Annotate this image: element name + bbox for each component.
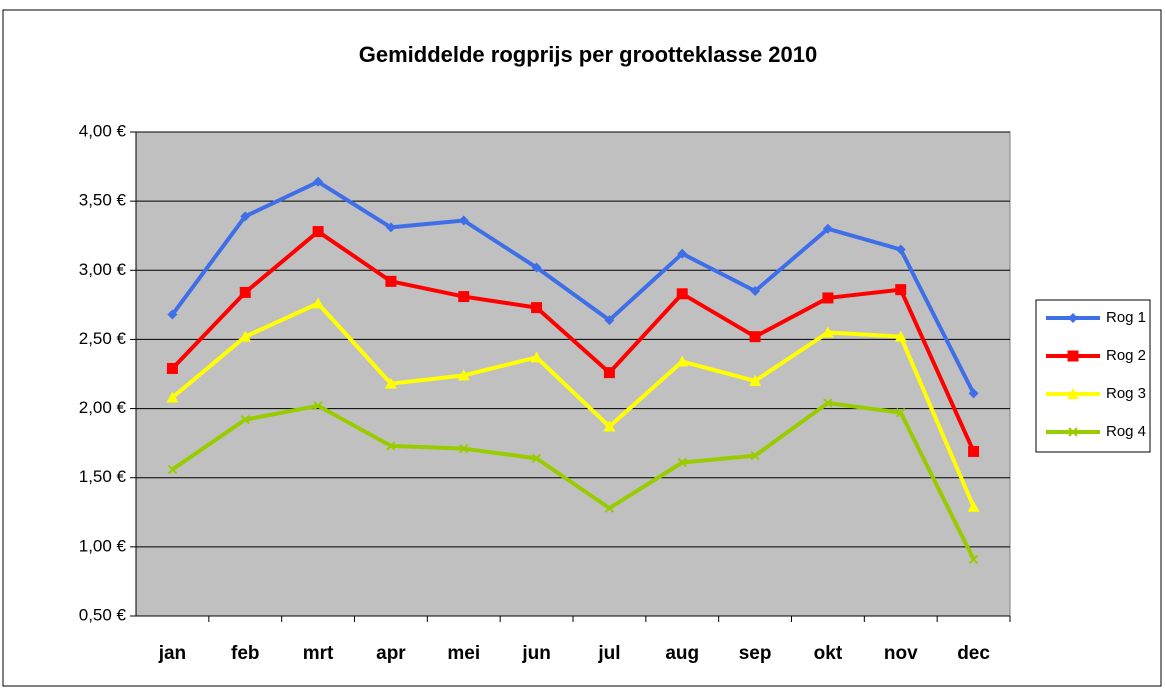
marker	[677, 248, 688, 259]
marker	[458, 215, 469, 226]
marker	[676, 355, 689, 367]
x-tick-label: mei	[447, 643, 480, 664]
marker	[968, 445, 980, 457]
marker	[385, 222, 396, 233]
marker	[677, 457, 687, 468]
marker	[749, 374, 762, 386]
marker	[240, 211, 251, 222]
x-tick-label: apr	[376, 643, 406, 664]
marker	[166, 391, 179, 403]
legend-item: Rog 2	[1046, 347, 1146, 364]
x-tick-label: jan	[158, 643, 186, 664]
legend-item: Rog 4	[1046, 423, 1146, 440]
x-tick-label: okt	[814, 643, 843, 664]
series-line	[170, 179, 976, 395]
marker	[458, 291, 470, 303]
marker	[967, 500, 980, 512]
series-line	[171, 301, 976, 508]
marker	[531, 453, 542, 464]
marker	[604, 315, 615, 326]
marker	[385, 275, 397, 287]
marker	[239, 330, 252, 342]
x-tick-label: mrt	[303, 643, 334, 664]
marker	[1067, 388, 1079, 399]
marker	[239, 286, 251, 298]
marker	[895, 244, 906, 255]
marker	[749, 331, 761, 343]
plot-area	[135, 131, 1011, 617]
marker	[750, 286, 761, 297]
marker	[1068, 427, 1078, 437]
series-line	[170, 229, 976, 453]
marker	[313, 176, 324, 187]
marker	[167, 309, 178, 320]
y-tick-label: 1,50 €	[79, 467, 127, 486]
marker	[167, 464, 178, 475]
marker	[531, 262, 542, 273]
marker	[313, 401, 323, 411]
marker	[603, 367, 615, 379]
legend-label: Rog 1	[1106, 309, 1146, 326]
x-tick-label: feb	[231, 643, 260, 664]
y-tick-label: 3,00 €	[79, 260, 127, 279]
legend	[1035, 299, 1151, 453]
x-tick-label: dec	[957, 643, 990, 664]
marker	[968, 388, 979, 399]
marker	[822, 292, 834, 304]
legend-item: Rog 3	[1046, 385, 1146, 402]
chart-title: Gemiddelde rogprijs per grootteklasse 20…	[359, 42, 818, 67]
marker	[604, 503, 615, 513]
legend-label: Rog 4	[1106, 423, 1146, 440]
legend-label: Rog 3	[1106, 385, 1146, 402]
y-tick-label: 1,00 €	[79, 536, 127, 555]
marker	[895, 284, 907, 296]
marker	[1067, 350, 1079, 362]
marker	[894, 330, 907, 342]
marker	[822, 223, 833, 234]
marker	[386, 441, 396, 451]
x-tick-label: aug	[665, 643, 699, 664]
marker	[240, 414, 250, 425]
legend-item: Rog 1	[1046, 309, 1146, 326]
marker	[530, 351, 543, 363]
marker	[457, 369, 470, 381]
x-tick-label: nov	[884, 643, 918, 664]
marker	[676, 288, 688, 300]
y-tick-label: 0,50 €	[79, 605, 127, 624]
x-tick-label: jun	[521, 643, 551, 664]
y-tick-label: 3,50 €	[79, 191, 127, 210]
marker	[821, 326, 834, 338]
x-tick-label: jul	[597, 643, 620, 664]
marker	[531, 302, 543, 314]
y-tick-label: 2,00 €	[79, 398, 127, 417]
marker	[750, 450, 760, 461]
marker	[823, 398, 833, 408]
y-tick-label: 2,50 €	[79, 329, 127, 348]
marker	[896, 408, 906, 418]
marker	[312, 297, 325, 309]
legend-label: Rog 2	[1106, 347, 1146, 364]
x-tick-label: sep	[739, 643, 772, 664]
y-tick-label: 4,00 €	[79, 121, 127, 140]
series-line	[171, 401, 976, 561]
marker	[166, 362, 178, 374]
marker	[603, 420, 616, 432]
marker	[312, 226, 324, 238]
marker	[384, 377, 397, 389]
marker	[968, 554, 979, 565]
marker	[1068, 313, 1078, 323]
marker	[459, 443, 469, 454]
